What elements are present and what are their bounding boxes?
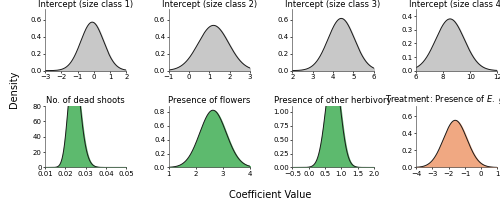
Title: Presence of other herbivory: Presence of other herbivory: [274, 96, 392, 105]
Title: Intercept (size class 1): Intercept (size class 1): [38, 0, 134, 9]
Title: No. of dead shoots: No. of dead shoots: [46, 96, 125, 105]
Title: Intercept (size class 3): Intercept (size class 3): [286, 0, 380, 9]
Text: Density: Density: [9, 71, 19, 108]
Text: Coefficient Value: Coefficient Value: [229, 190, 311, 200]
Title: Presence of flowers: Presence of flowers: [168, 96, 250, 105]
Title: Treatment: Presence of $\mathit{E.}$ $\mathit{gillettii}$: Treatment: Presence of $\mathit{E.}$ $\m…: [385, 93, 500, 106]
Title: Intercept (size class 4): Intercept (size class 4): [409, 0, 500, 9]
Title: Intercept (size class 2): Intercept (size class 2): [162, 0, 257, 9]
